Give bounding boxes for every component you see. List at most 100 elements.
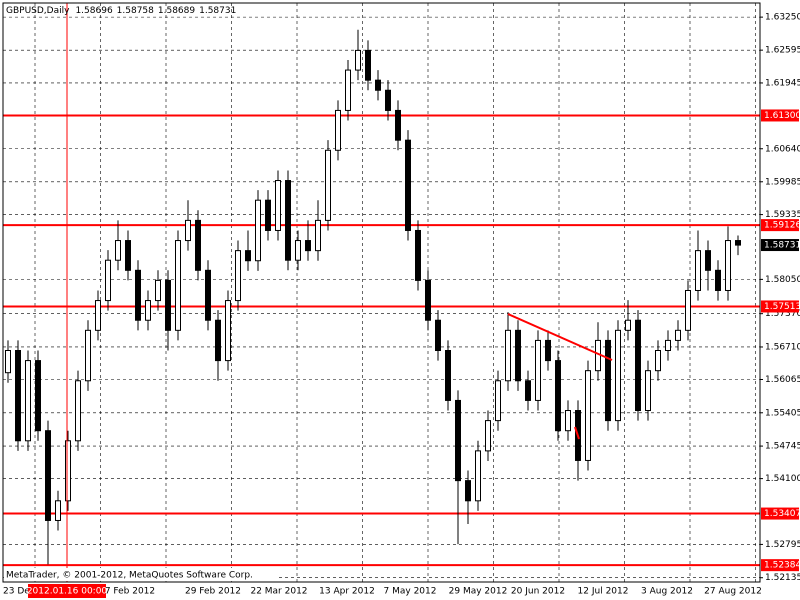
x-tick-label: 3 Aug 2012 bbox=[641, 587, 693, 597]
y-tick-label: 1.56710 bbox=[765, 342, 800, 352]
candle-body bbox=[205, 269, 211, 321]
y-tick-label: 1.52135 bbox=[765, 573, 800, 583]
level-label-bg bbox=[761, 109, 799, 122]
y-tick-label: 1.62595 bbox=[765, 46, 800, 56]
candle-body bbox=[245, 250, 251, 262]
copyright-bg bbox=[4, 568, 276, 581]
candle-body bbox=[75, 380, 81, 442]
y-tick-label: 1.60640 bbox=[765, 144, 800, 154]
candle-body bbox=[405, 139, 411, 231]
candle-body bbox=[335, 109, 341, 151]
candle-body bbox=[225, 300, 231, 362]
x-tick-label: 7 Feb 2012 bbox=[105, 587, 155, 597]
candle-body bbox=[495, 380, 501, 422]
candle-body bbox=[585, 370, 591, 461]
candle-body bbox=[215, 319, 221, 362]
candle-body bbox=[435, 319, 441, 352]
candle-body bbox=[625, 319, 631, 331]
candle-body bbox=[465, 480, 471, 502]
candle-body bbox=[255, 199, 261, 262]
x-tick-label: 27 Aug 2012 bbox=[704, 587, 762, 597]
candle-body bbox=[185, 219, 191, 242]
candle-body bbox=[105, 259, 111, 302]
y-tick-label: 1.55405 bbox=[765, 408, 800, 418]
candle-body bbox=[325, 149, 331, 221]
y-tick-label: 1.59335 bbox=[765, 210, 800, 220]
candle-body bbox=[635, 319, 641, 412]
candle-body bbox=[665, 339, 671, 352]
candle-body bbox=[35, 360, 41, 432]
crosshair-label-bg bbox=[28, 584, 106, 598]
x-tick-label: 29 Feb 2012 bbox=[185, 587, 241, 597]
candle-body bbox=[385, 89, 391, 111]
candle-body bbox=[55, 500, 61, 521]
candle-body bbox=[645, 370, 651, 412]
candle-body bbox=[65, 440, 71, 502]
level-label-bg bbox=[761, 507, 799, 520]
y-tick-label: 1.61945 bbox=[765, 78, 800, 88]
candle-body bbox=[735, 240, 741, 246]
y-tick-label: 1.63250 bbox=[765, 13, 800, 23]
price-label: 1.58731 bbox=[764, 241, 800, 251]
x-tick-label: 13 Apr 2012 bbox=[319, 587, 375, 597]
level-label-bg bbox=[761, 219, 799, 232]
ohlc-value: 1.58689 bbox=[158, 6, 195, 16]
level-label-bg bbox=[761, 559, 799, 572]
candle-body bbox=[155, 279, 161, 302]
x-tick-label: 22 Mar 2012 bbox=[250, 587, 307, 597]
candle-body bbox=[85, 329, 91, 382]
candle-body bbox=[295, 240, 301, 261]
candle-body bbox=[125, 240, 131, 271]
candle-body bbox=[115, 240, 121, 261]
copyright: MetaTrader, © 2001-2012, MetaQuotes Soft… bbox=[6, 571, 253, 581]
candle-body bbox=[525, 380, 531, 401]
y-tick-label: 1.57370 bbox=[765, 309, 800, 319]
crosshair-label: 2012.01.16 00:00 bbox=[27, 587, 108, 597]
candle-body bbox=[715, 269, 721, 291]
ohlc-value: 1.58758 bbox=[117, 6, 154, 16]
candle-body bbox=[165, 279, 171, 331]
candle-body bbox=[25, 360, 31, 442]
candle-body bbox=[705, 250, 711, 271]
candle-body bbox=[445, 350, 451, 401]
level-label: 1.59126 bbox=[764, 221, 800, 231]
x-tick-label: 7 May 2012 bbox=[384, 587, 437, 597]
candle-body bbox=[615, 329, 621, 422]
trend-line bbox=[574, 426, 580, 440]
candle-body bbox=[175, 240, 181, 331]
candle-body bbox=[45, 430, 51, 521]
candle-body bbox=[555, 360, 561, 432]
level-label: 1.52384 bbox=[764, 561, 800, 571]
level-label: 1.53407 bbox=[764, 509, 800, 519]
level-label: 1.57513 bbox=[764, 302, 800, 312]
candle-body bbox=[415, 229, 421, 281]
candle-body bbox=[545, 339, 551, 362]
candle-body bbox=[145, 300, 151, 321]
y-tick-label: 1.59985 bbox=[765, 177, 800, 187]
candle-body bbox=[425, 279, 431, 321]
candle-body bbox=[235, 250, 241, 302]
candle-body bbox=[345, 69, 351, 111]
candle-body bbox=[305, 240, 311, 252]
candle-body bbox=[675, 329, 681, 341]
level-label-bg bbox=[761, 300, 799, 313]
candles bbox=[5, 29, 741, 565]
candle-body bbox=[695, 250, 701, 291]
candle-body bbox=[565, 410, 571, 432]
x-tick-label: 29 May 2012 bbox=[449, 587, 508, 597]
ohlc-value: 1.58731 bbox=[199, 6, 236, 16]
candle-body bbox=[15, 350, 21, 442]
candle-body bbox=[505, 329, 511, 382]
candle-body bbox=[395, 109, 401, 141]
candle-body bbox=[535, 339, 541, 401]
price-label-bg bbox=[761, 239, 799, 252]
candle-body bbox=[655, 350, 661, 372]
y-tick-label: 1.54745 bbox=[765, 442, 800, 452]
candle-body bbox=[725, 240, 731, 291]
ohlc-value: 1.58696 bbox=[75, 6, 112, 16]
candle-body bbox=[475, 450, 481, 502]
candle-body bbox=[515, 329, 521, 382]
levels bbox=[3, 114, 760, 567]
